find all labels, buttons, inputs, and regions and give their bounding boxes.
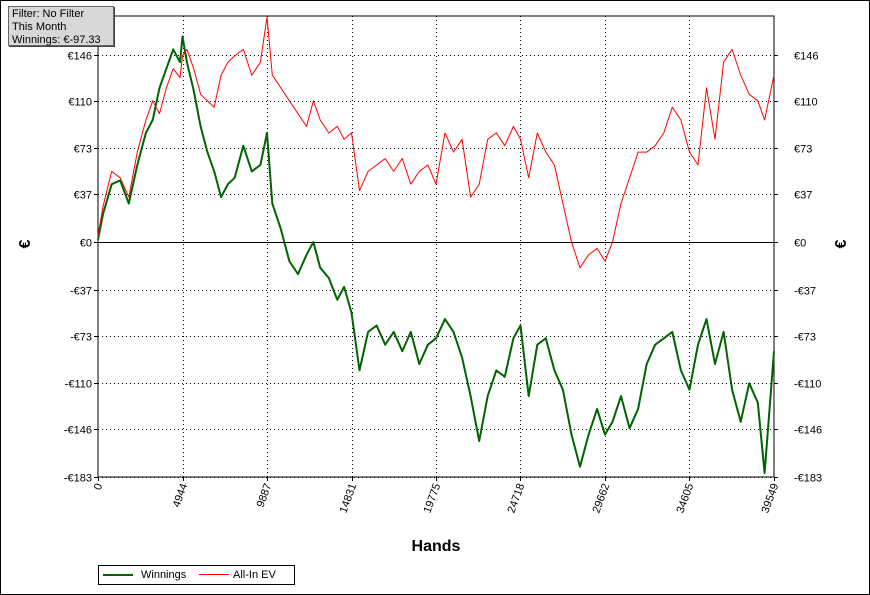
x-tick-label: 24718	[506, 482, 528, 515]
y-tick-label-right: €146	[794, 51, 818, 63]
plot-area-border	[97, 15, 775, 478]
legend-label-allin-ev: All-In EV	[233, 569, 276, 581]
legend-swatch-winnings	[103, 574, 133, 576]
y-tick-label-left: €0	[80, 238, 92, 250]
winnings-total-label: Winnings: €-97.33	[12, 34, 101, 46]
y-tick-label-left: -€37	[70, 286, 92, 298]
y-axis-title-left: €	[17, 239, 34, 248]
x-tick-label: 9887	[255, 482, 275, 509]
y-tick-label-right: €110	[794, 97, 818, 109]
y-tick-label-right: -€73	[794, 332, 816, 344]
x-tick-label: 14831	[338, 482, 360, 515]
series-line-winnings	[97, 35, 775, 475]
y-tick-label-right: €73	[794, 144, 812, 156]
y-tick-label-right: €37	[794, 190, 812, 202]
series-line-allin-ev	[97, 16, 775, 269]
x-tick-label: 29662	[591, 482, 613, 515]
y-tick-label-left: -€110	[65, 379, 92, 391]
axis-layer	[94, 15, 778, 481]
legend-label-winnings: Winnings	[141, 569, 187, 581]
filter-label: Filter: No Filter	[12, 8, 85, 20]
label-layer: €146 €146 €110 €110 €73 €73 €37 €37 €0 €0 -€37 -€37…	[64, 51, 822, 515]
x-tick-label: 34605	[675, 482, 697, 515]
legend: Winnings All-In EV	[98, 565, 295, 585]
y-tick-label-left: €146	[68, 51, 92, 63]
y-tick-label-left: -€73	[70, 332, 92, 344]
legend-swatch-allin-ev	[199, 574, 229, 575]
y-tick-label-left: -€146	[64, 425, 92, 437]
x-tick-label: 39549	[760, 482, 782, 515]
grid-layer	[98, 16, 774, 478]
y-tick-label-left: -€183	[64, 473, 92, 485]
x-tick-label: 4944	[171, 482, 191, 509]
y-tick-label-right: -€110	[794, 379, 821, 391]
y-tick-label-left: €73	[74, 144, 92, 156]
period-label: This Month	[12, 21, 67, 33]
y-tick-label-left: €110	[68, 97, 92, 109]
x-tick-label: 0	[92, 482, 105, 492]
filter-info-box: Filter: No Filter This Month Winnings: €…	[8, 6, 114, 46]
x-axis-title: Hands	[412, 538, 461, 555]
x-tick-label: 19775	[422, 482, 444, 515]
y-tick-label-right: -€146	[794, 425, 822, 437]
y-axis-title-right: €	[833, 239, 850, 248]
y-tick-label-right: -€183	[794, 473, 822, 485]
y-tick-label-right: -€37	[794, 286, 816, 298]
y-tick-label-right: €0	[794, 238, 806, 250]
y-tick-label-left: €37	[74, 190, 92, 202]
series-layer	[97, 16, 775, 475]
